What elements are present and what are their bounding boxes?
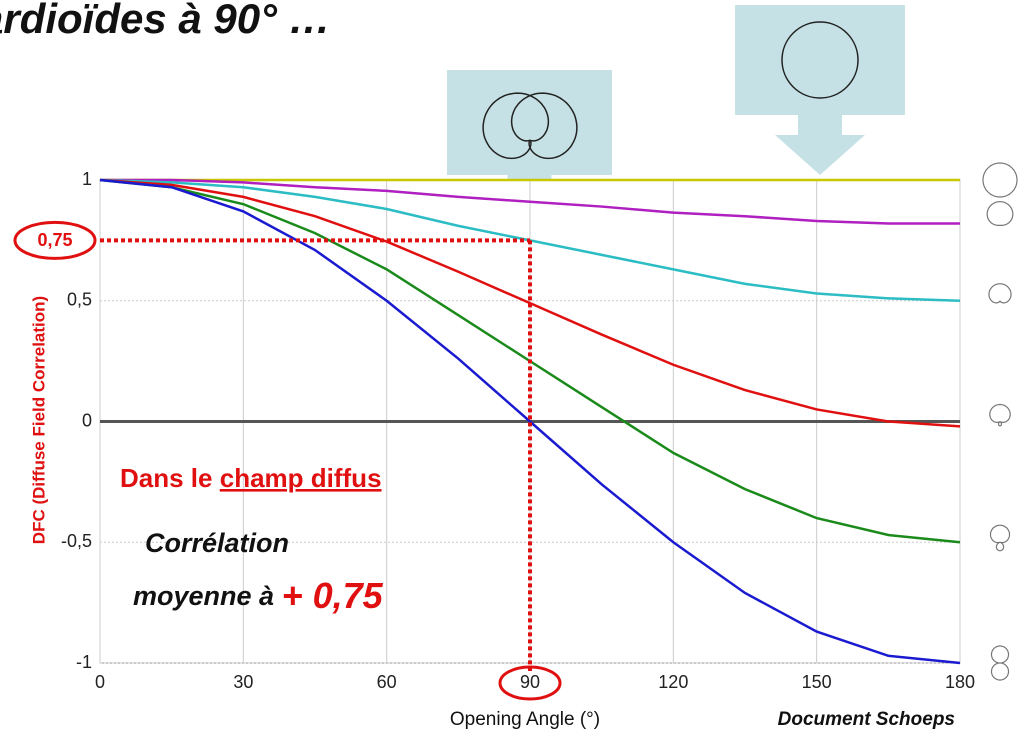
series-line <box>100 178 960 225</box>
side-icon <box>982 162 1018 198</box>
annotation-text: Corrélation <box>145 528 289 558</box>
x-tick-label: 90 <box>520 672 540 692</box>
x-tick-label: 30 <box>233 672 253 692</box>
annotation-text: champ diffus <box>220 463 382 493</box>
callout-arrow <box>775 115 865 175</box>
y-tick-label: 0 <box>82 410 92 430</box>
side-icon <box>986 201 1014 226</box>
series-line <box>99 178 961 428</box>
polar-pattern <box>510 92 578 160</box>
x-axis-label: Opening Angle (°) <box>450 709 600 730</box>
y-tick-label: 1 <box>82 169 92 189</box>
callout-box <box>447 70 612 175</box>
side-icon <box>989 403 1011 427</box>
annotation-text: Dans le <box>120 463 213 493</box>
highlight-ring <box>13 220 97 260</box>
y-tick-label: -0,5 <box>61 531 92 551</box>
x-tick-label: 150 <box>802 672 832 692</box>
y-tick-label: -1 <box>76 652 92 672</box>
annotation-value: + 0,75 <box>282 575 384 616</box>
annotation: moyenne à + 0,75 <box>133 575 384 616</box>
side-icon <box>988 283 1012 304</box>
callout-box <box>735 5 905 115</box>
x-tick-label: 120 <box>658 672 688 692</box>
highlight-label: 0,75 <box>37 230 72 250</box>
annotation-text: moyenne à <box>133 581 274 611</box>
side-icon <box>989 524 1011 552</box>
plot: 0 30 60 90 120 150 180 -1 -0,5 0 0,5 1 0,75 <box>13 162 1018 701</box>
side-icon <box>990 645 1010 681</box>
polar-pattern <box>781 21 859 99</box>
slide-title: ardioïdes à 90° … <box>0 0 331 42</box>
x-tick-label: 60 <box>377 672 397 692</box>
x-tick-label: 180 <box>945 672 975 692</box>
polar-pattern <box>482 92 550 160</box>
source-note: Document Schoeps <box>778 709 955 730</box>
y-axis-label: DFC (Diffuse Field Correlation) <box>29 296 48 544</box>
x-tick-label: 0 <box>95 672 105 692</box>
series-line <box>99 178 961 665</box>
annotation: Dans le champ diffus <box>120 463 382 493</box>
highlight-ring <box>498 665 562 701</box>
y-tick-label: 0,5 <box>67 290 92 310</box>
